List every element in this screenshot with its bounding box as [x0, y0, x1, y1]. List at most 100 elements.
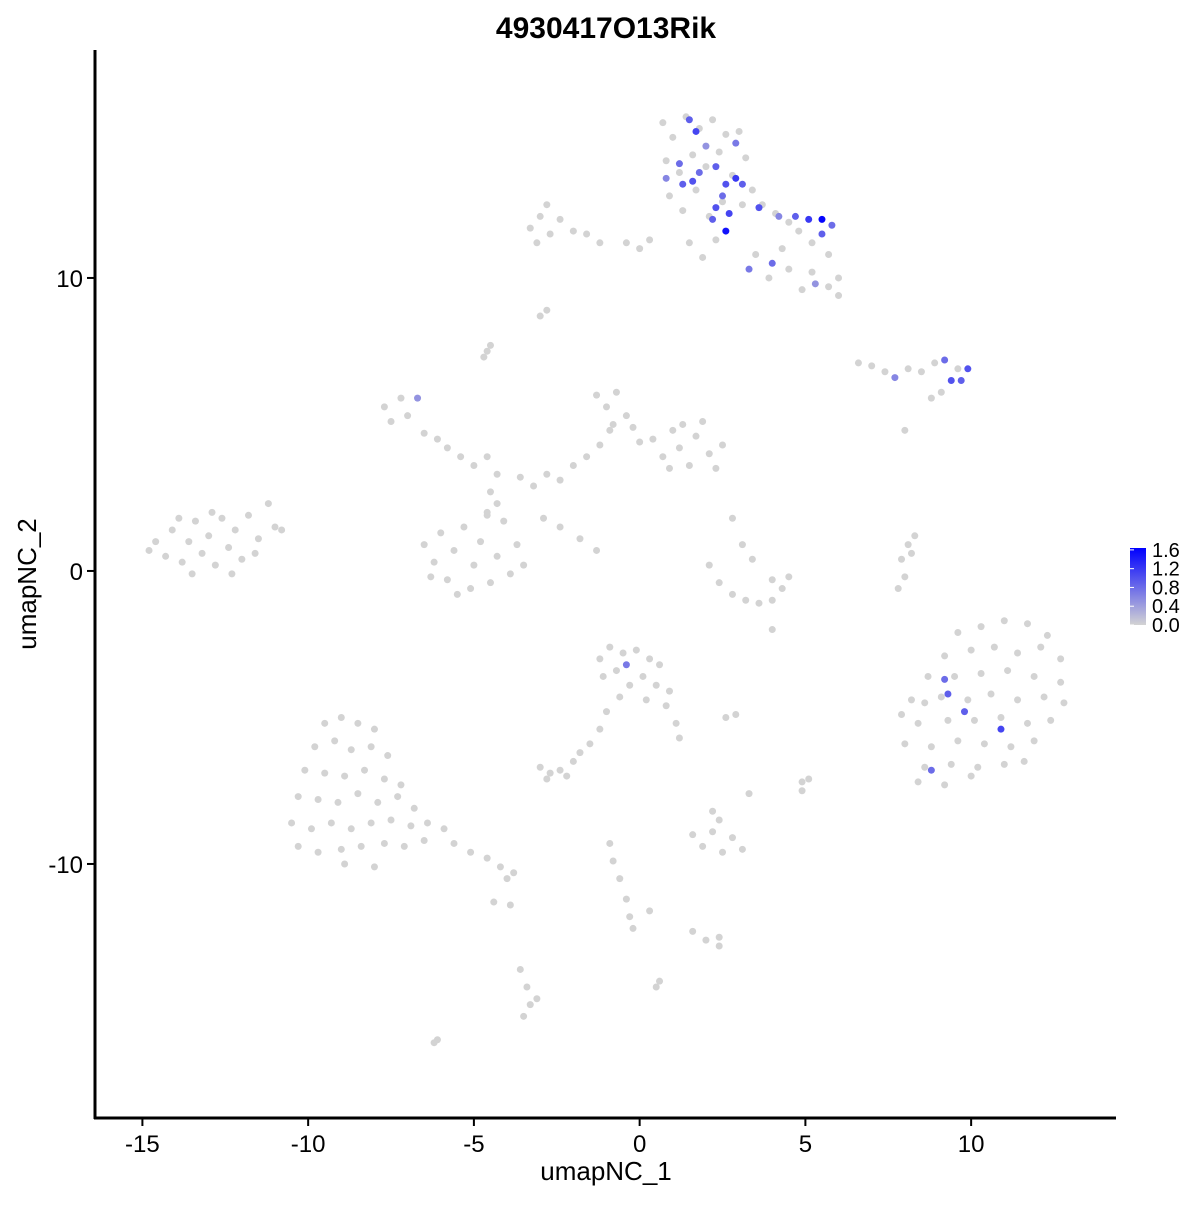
- point: [990, 643, 998, 651]
- point: [632, 646, 640, 654]
- point: [367, 743, 375, 751]
- point: [709, 215, 717, 223]
- point: [712, 236, 720, 244]
- point: [679, 180, 687, 188]
- point: [354, 790, 362, 798]
- point: [254, 535, 262, 543]
- point: [211, 561, 219, 569]
- point: [738, 845, 746, 853]
- point: [470, 461, 478, 469]
- point: [715, 942, 723, 950]
- point: [301, 766, 309, 774]
- point: [748, 555, 756, 563]
- point: [712, 464, 720, 472]
- point: [510, 869, 518, 877]
- point: [583, 230, 591, 238]
- point: [450, 839, 458, 847]
- point: [1040, 693, 1048, 701]
- point: [593, 546, 601, 554]
- point: [450, 546, 458, 554]
- point: [556, 523, 564, 531]
- point: [606, 426, 614, 434]
- point: [354, 719, 362, 727]
- point: [868, 362, 876, 370]
- point: [914, 719, 922, 727]
- point: [1037, 643, 1045, 651]
- point: [646, 655, 654, 663]
- point: [805, 775, 813, 783]
- point: [629, 423, 637, 431]
- point: [689, 831, 697, 839]
- colorbar-tick-label: 1.6: [1152, 540, 1180, 562]
- point: [722, 180, 730, 188]
- point: [616, 875, 624, 883]
- point: [380, 403, 388, 411]
- point: [924, 672, 932, 680]
- point: [483, 453, 491, 461]
- point: [967, 772, 975, 780]
- point: [689, 151, 697, 159]
- point: [665, 687, 673, 695]
- point: [626, 681, 634, 689]
- point: [244, 511, 252, 519]
- point: [370, 725, 378, 733]
- point: [311, 743, 319, 751]
- point: [1000, 760, 1008, 768]
- point: [689, 927, 697, 935]
- point: [470, 561, 478, 569]
- point: [881, 368, 889, 376]
- point: [606, 839, 614, 847]
- point: [520, 561, 528, 569]
- point: [917, 368, 925, 376]
- point: [964, 365, 972, 373]
- point: [533, 239, 541, 247]
- x-tick-label: 10: [958, 1131, 985, 1158]
- point: [467, 585, 475, 593]
- point: [702, 936, 710, 944]
- point: [974, 763, 982, 771]
- point: [818, 230, 826, 238]
- point: [642, 696, 650, 704]
- point: [231, 526, 239, 534]
- point: [987, 690, 995, 698]
- x-tick-label: -10: [291, 1131, 326, 1158]
- point: [768, 259, 776, 267]
- point: [361, 766, 369, 774]
- point: [152, 538, 160, 546]
- point: [238, 555, 246, 563]
- point: [662, 174, 670, 182]
- point: [646, 236, 654, 244]
- point: [656, 977, 664, 985]
- point: [616, 693, 624, 701]
- point: [1014, 696, 1022, 704]
- point: [805, 215, 813, 223]
- point: [264, 500, 272, 508]
- point: [970, 716, 978, 724]
- point: [755, 204, 763, 212]
- point: [228, 570, 236, 578]
- x-tick-label: -15: [125, 1131, 160, 1158]
- point: [629, 924, 637, 932]
- point: [1057, 678, 1065, 686]
- point: [493, 500, 501, 508]
- point: [636, 245, 644, 253]
- point: [407, 822, 415, 830]
- point: [675, 734, 683, 742]
- point: [914, 778, 922, 786]
- y-tick-label: 10: [56, 266, 83, 293]
- point: [225, 544, 233, 552]
- point: [709, 828, 717, 836]
- point: [977, 670, 985, 678]
- point: [818, 215, 826, 223]
- point: [596, 239, 604, 247]
- point: [798, 778, 806, 786]
- point: [609, 420, 617, 428]
- point: [639, 672, 647, 680]
- point: [427, 573, 435, 581]
- point: [1047, 716, 1055, 724]
- point: [825, 283, 833, 291]
- point: [626, 913, 634, 921]
- point: [921, 763, 929, 771]
- point: [785, 573, 793, 581]
- point: [964, 696, 972, 704]
